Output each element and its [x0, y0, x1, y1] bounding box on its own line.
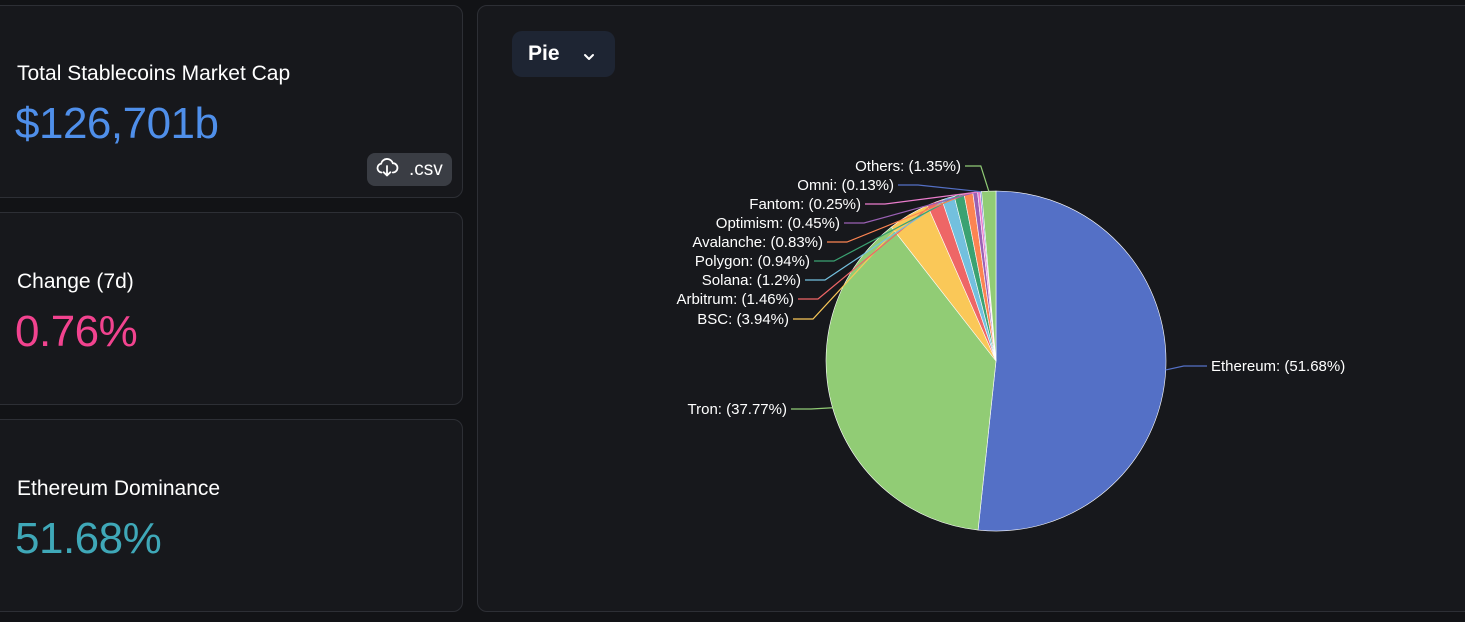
slice-label-polygon: Polygon: (0.94%) — [695, 253, 810, 270]
dominance-label: Ethereum Dominance — [17, 477, 221, 500]
market-cap-value: $126,701b — [15, 99, 219, 148]
chevron-down-icon — [582, 46, 596, 70]
slice-label-fantom: Fantom: (0.25%) — [749, 196, 861, 213]
slice-label-optimism: Optimism: (0.45%) — [716, 215, 840, 232]
leader-line-polygon — [814, 194, 960, 262]
dominance-card: Ethereum Dominance 51.68% — [0, 419, 463, 612]
leader-line-avalanche — [827, 192, 969, 243]
chart-card: Pie Ethereum: (51.68%) Tron: (37.77%) BSC:… — [477, 5, 1465, 612]
change-card: Change (7d) 0.76% — [0, 212, 463, 405]
market-cap-card: Total Stablecoins Market Cap $126,701b .… — [0, 5, 463, 198]
download-csv-button[interactable]: .csv — [367, 153, 452, 186]
leader-line-arbitrum — [798, 202, 935, 300]
chart-type-value: Pie — [528, 42, 560, 65]
leader-line-tron — [791, 407, 833, 410]
leader-line-others — [965, 165, 990, 192]
leader-line-ethereum — [1165, 365, 1207, 371]
chart-type-select[interactable]: Pie — [512, 31, 615, 77]
cloud-download-icon — [375, 157, 399, 183]
leader-line-fantom — [865, 191, 979, 205]
leader-line-optimism — [844, 191, 976, 224]
pie-slice-ethereum[interactable] — [977, 190, 1167, 532]
slice-label-arbitrum: Arbitrum: (1.46%) — [676, 291, 794, 308]
slice-label-avalanche: Avalanche: (0.83%) — [692, 234, 823, 251]
leader-line-omni — [898, 184, 981, 193]
pie-slice-tron[interactable] — [825, 226, 997, 531]
pie-chart: Ethereum: (51.68%) Tron: (37.77%) BSC: (3.… — [676, 158, 1345, 532]
slice-label-solana: Solana: (1.2%) — [702, 272, 801, 289]
dominance-value: 51.68% — [15, 514, 162, 563]
leader-line-solana — [805, 197, 949, 281]
market-cap-label: Total Stablecoins Market Cap — [17, 62, 291, 85]
change-value: 0.76% — [15, 307, 138, 356]
change-label: Change (7d) — [17, 270, 134, 293]
slice-label-bsc: BSC: (3.94%) — [697, 311, 789, 328]
slice-label-ethereum: Ethereum: (51.68%) — [1211, 358, 1345, 375]
slice-label-tron: Tron: (37.77%) — [688, 401, 788, 418]
csv-label: .csv — [409, 158, 443, 180]
slice-label-omni: Omni: (0.13%) — [797, 177, 894, 194]
slice-label-others: Others: (1.35%) — [855, 158, 961, 175]
